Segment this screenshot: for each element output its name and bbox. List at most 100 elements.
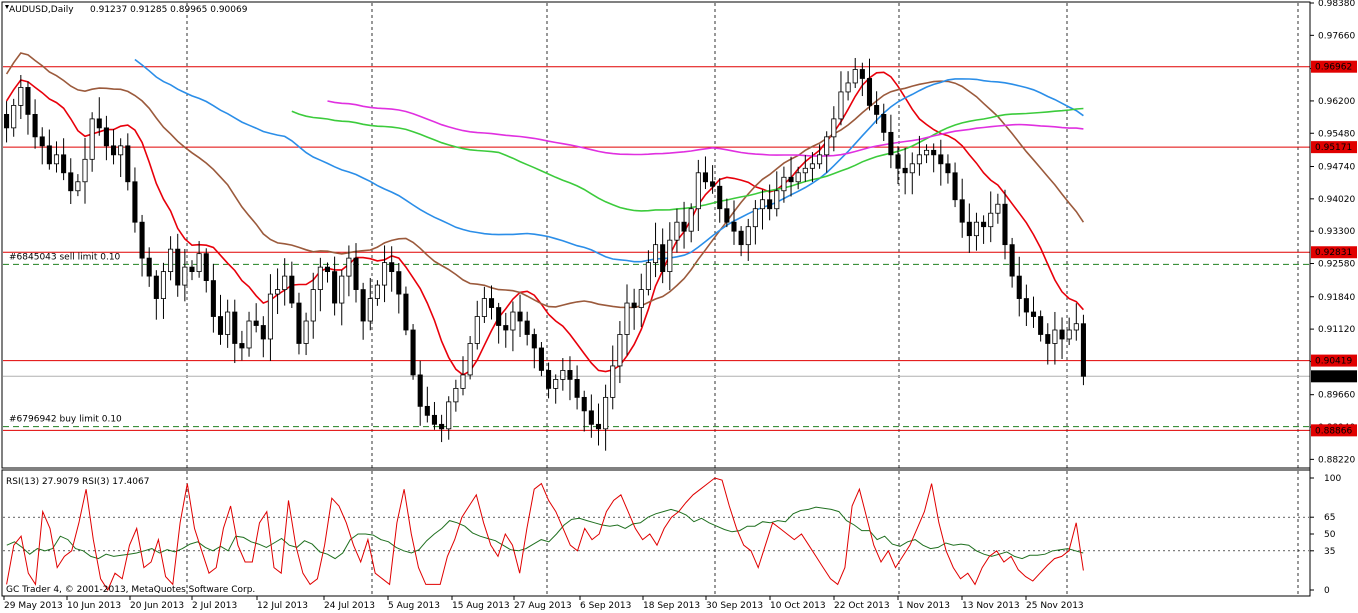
- candle-body: [631, 302, 637, 308]
- price-tag-box: [1311, 424, 1357, 437]
- candle-body: [403, 293, 409, 331]
- time-tick-label: 1 Nov 2013: [898, 601, 950, 611]
- candlesticks[interactable]: [4, 57, 1086, 451]
- rsi3-line: [6, 477, 1084, 592]
- candle-body: [888, 131, 894, 156]
- candle-body: [781, 176, 787, 192]
- candle-body: [824, 136, 830, 156]
- candle-body: [952, 172, 958, 201]
- candle-body: [453, 387, 459, 403]
- rsi13-line: [6, 506, 1084, 560]
- rsi-subwindow: [3, 477, 1309, 592]
- time-tick-label: 22 Oct 2013: [834, 601, 890, 611]
- candle-body: [61, 154, 67, 174]
- candle-body: [467, 343, 473, 376]
- ma-brown-line: [5, 52, 1085, 309]
- candle-body: [11, 105, 17, 129]
- candle-body: [396, 271, 402, 295]
- price-tick-label: 0.94020: [1318, 195, 1355, 205]
- candle-body: [881, 113, 887, 133]
- candle-body: [1080, 323, 1086, 377]
- candle-body: [125, 145, 131, 183]
- price-tags: 0.96962 0.95171 0.92831 0.90419 0.88866 0.900…: [1311, 60, 1357, 437]
- window-menu-arrow: [5, 5, 9, 9]
- price-tag-label: 0.95171: [1315, 143, 1352, 153]
- time-tick-label: 2 Jul 2013: [192, 601, 237, 611]
- candle-body: [175, 248, 181, 286]
- candle-body: [332, 271, 338, 304]
- candle-body: [624, 302, 630, 335]
- candle-body: [767, 199, 773, 210]
- candle-body: [389, 262, 395, 273]
- ma-green-line: [291, 107, 1084, 212]
- candle-body: [581, 396, 587, 412]
- current-price-label: 0.90069: [1315, 372, 1352, 382]
- candle-body: [617, 334, 623, 367]
- candle-body: [838, 91, 844, 120]
- candle-body: [196, 253, 202, 273]
- candle-body: [966, 221, 972, 237]
- candle-body: [260, 325, 266, 340]
- candle-body: [503, 325, 509, 331]
- candle-body: [924, 149, 930, 156]
- candle-body: [895, 154, 901, 169]
- candle-body: [560, 370, 566, 380]
- time-tick-label: 12 Jul 2013: [257, 601, 308, 611]
- candle-body: [553, 379, 559, 389]
- candle-body: [660, 244, 666, 273]
- price-tag-box: [1311, 354, 1357, 367]
- candle-body: [959, 199, 965, 223]
- candle-body: [203, 253, 209, 281]
- time-tick-label: 15 Aug 2013: [452, 601, 510, 611]
- candle-body: [995, 203, 1001, 214]
- candle-body: [374, 284, 380, 299]
- candle-body: [446, 401, 452, 430]
- price-tag-box: [1311, 60, 1357, 73]
- candle-body: [25, 87, 31, 115]
- rsi-tick-label: 35: [1324, 547, 1335, 557]
- time-tick-label: 18 Sep 2013: [643, 601, 700, 611]
- candle-body: [874, 105, 880, 115]
- candle-body: [603, 396, 609, 430]
- candle-body: [809, 163, 815, 169]
- price-axis: 0.983800.976600.969200.962000.954800.947…: [1310, 0, 1355, 465]
- candle-body: [217, 316, 224, 335]
- candle-body: [1002, 203, 1008, 246]
- candle-body: [289, 275, 295, 304]
- candle-body: [153, 275, 159, 299]
- candle-body: [75, 181, 81, 192]
- candle-body: [710, 181, 716, 187]
- candle-body: [32, 113, 38, 138]
- candle-body: [588, 410, 594, 425]
- price-tick-label: 0.92580: [1318, 260, 1355, 270]
- candle-body: [546, 370, 552, 389]
- candle-body: [146, 257, 152, 277]
- candle-body: [667, 239, 673, 273]
- candle-body: [567, 370, 573, 380]
- candle-body: [460, 374, 466, 389]
- candle-body: [46, 145, 52, 165]
- rsi-tick-label: 100: [1324, 474, 1341, 484]
- rsi-tick-label: 65: [1324, 513, 1335, 523]
- candle-body: [160, 271, 167, 299]
- candle-body: [303, 320, 309, 344]
- candle-body: [4, 113, 10, 129]
- price-level-lines: [3, 66, 1310, 431]
- candle-body: [638, 289, 644, 308]
- time-axis: 29 May 2013 10 Jun 2013 20 Jun 2013 2 Jul 2…: [3, 596, 1084, 611]
- candle-body: [595, 423, 602, 430]
- time-tick-label: 20 Jun 2013: [130, 601, 184, 611]
- price-tag-label: 0.88866: [1315, 426, 1352, 436]
- candle-body: [759, 199, 766, 210]
- rsi-tick-label: 0: [1324, 586, 1330, 596]
- time-tick-label: 5 Aug 2013: [388, 601, 440, 611]
- price-tag-label: 0.96962: [1315, 63, 1352, 73]
- candle-body: [774, 190, 780, 210]
- candle-body: [524, 320, 530, 335]
- candle-body: [39, 136, 45, 147]
- price-tag-box: [1311, 246, 1357, 259]
- candle-body: [239, 343, 245, 349]
- candle-body: [1023, 298, 1029, 313]
